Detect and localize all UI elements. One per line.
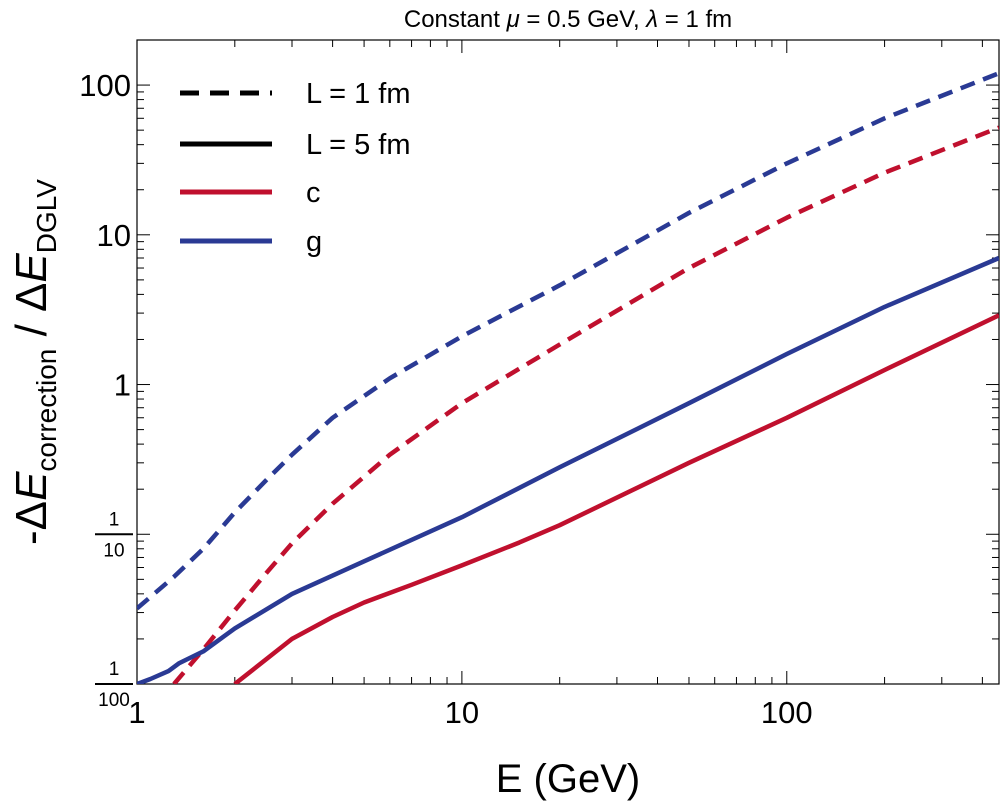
series-layer: [137, 71, 999, 684]
y-tick-label: 10: [97, 218, 131, 253]
y-tick-label: 1: [114, 368, 131, 403]
x-tick-label: 100: [761, 695, 813, 730]
y-tick-label-denominator: 100: [98, 690, 130, 711]
legend-label-l5: L = 5 fm: [306, 129, 411, 161]
legend-label-c: c: [306, 177, 321, 209]
x-tick-label: 10: [445, 695, 479, 730]
y-tick-label: 100: [79, 68, 131, 103]
y-tick-label-numerator: 1: [109, 659, 120, 680]
chart-legend: L = 1 fm L = 5 fm c g: [180, 78, 411, 258]
y-tick-label-numerator: 1: [109, 509, 120, 530]
legend-label-l1: L = 1 fm: [306, 78, 411, 110]
x-tick-label: 1: [128, 695, 145, 730]
x-axis-title: E (GeV): [496, 757, 640, 801]
legend-label-g: g: [306, 226, 322, 258]
series-line-g-l-5-fm: [137, 255, 999, 684]
plot-frame: [136, 39, 1000, 685]
series-line-c-l-1-fm: [172, 125, 999, 684]
series-line-c-l-5-fm: [233, 313, 999, 684]
y-axis-title: -ΔEcorrection / ΔEDGLV: [7, 179, 62, 545]
series-line-g-l-1-fm: [137, 71, 999, 611]
axis-ticks: [136, 39, 999, 685]
y-tick-label-denominator: 10: [103, 540, 124, 561]
chart-title: Constant μ = 0.5 GeV, λ = 1 fm: [404, 6, 732, 33]
